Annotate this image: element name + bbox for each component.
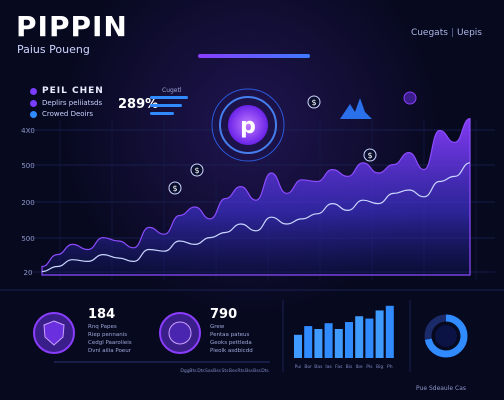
- kpi-tag: Cugetl: [162, 87, 182, 94]
- panel-line: Pentaa pateus: [210, 332, 250, 338]
- page-subtitle: Paius Poueng: [17, 43, 90, 56]
- bar: [365, 318, 374, 358]
- y-tick-label: 4X0: [21, 127, 35, 135]
- pippin-logo-icon: [228, 105, 268, 145]
- center-badge[interactable]: p: [211, 88, 285, 162]
- axis-tick-label: Bss: [213, 368, 221, 374]
- axis-tick-label: Sts: [222, 368, 230, 374]
- badge-ring: [219, 96, 277, 154]
- legend-heading: PEIL CHEN: [42, 86, 104, 96]
- axis-tick-label: Bes: [229, 368, 238, 374]
- y-tick-label: 500: [21, 162, 34, 170]
- kpi-bars: [150, 88, 188, 120]
- bar: [324, 323, 333, 358]
- coin-icon: [159, 312, 201, 354]
- bar-tick-label: Ibe: [356, 364, 363, 370]
- axis-tick-label: Rts: [237, 368, 245, 374]
- bar: [355, 316, 364, 358]
- y-tick-label: 200: [21, 199, 34, 207]
- axis-tick-label: Dgg: [180, 368, 189, 374]
- coin-icon[interactable]: [403, 91, 417, 105]
- bar: [385, 305, 394, 358]
- legend-dot-icon: [30, 87, 37, 95]
- bar-chart: [294, 305, 394, 358]
- y-axis-ticks: 4X0 500 200 500 20: [21, 127, 35, 277]
- bar: [304, 326, 313, 358]
- kpi-bar: [150, 96, 188, 99]
- kpi-bar: [150, 104, 182, 107]
- bar-tick-label: Fas: [335, 364, 343, 370]
- header-accent-bar: [198, 54, 310, 58]
- shield-icon: [33, 312, 75, 354]
- panel-2-value: 790: [210, 307, 238, 322]
- donut-chart-icon: [424, 314, 468, 358]
- panel-line: Pieolk asdbicdd: [210, 348, 253, 354]
- legend-dot-icon: [30, 99, 37, 107]
- axis-tick-label: Bss: [253, 368, 261, 374]
- coin-icon[interactable]: [363, 148, 377, 162]
- bar-chart-ticks: Pui Bor Bas Ias Fas Bis Ibe Pis Big Ph: [295, 364, 393, 370]
- panel-line: Rnq Papes: [88, 324, 117, 330]
- header-link-1[interactable]: Cuegats: [410, 28, 448, 38]
- marker-label: $: [172, 184, 177, 193]
- chart-markers: $ $ $ $: [168, 91, 417, 195]
- donut-center: [435, 325, 457, 347]
- coin-icon[interactable]: [190, 163, 204, 177]
- axis-tick-label: Bts: [189, 368, 197, 374]
- bar: [294, 334, 302, 358]
- bar-tick-label: Pui: [295, 364, 302, 370]
- bar-tick-label: Bas: [314, 364, 323, 370]
- legend-dot-icon: [30, 110, 37, 118]
- panel-axis-ticks: Dgg Bts Dts Sas Bss Sts Bes Rts Bss Bss Dts: [180, 368, 269, 374]
- marker-label: $: [367, 151, 372, 160]
- donut-fill: [424, 314, 468, 358]
- bar: [375, 310, 384, 358]
- footer-text: Pue Sdeaule Cas: [416, 385, 466, 392]
- panel-1-lines: Rnq Papes Riep pennanis Cedgl Paarolieis…: [88, 323, 132, 355]
- bar-tick-label: Ias: [325, 364, 332, 370]
- axis-tick-label: Dts: [197, 368, 205, 374]
- panel-line: Geoks pettleda: [210, 340, 252, 346]
- panel-line: Riep pennanis: [88, 332, 128, 338]
- bar: [334, 329, 343, 358]
- marker-label: $: [311, 98, 316, 107]
- axis-tick-label: Bss: [245, 368, 253, 374]
- bar-tick-label: Big: [376, 364, 383, 370]
- bar: [314, 329, 323, 358]
- panel-line: Cedgl Paarolieis: [88, 340, 132, 346]
- header-link-2[interactable]: Uepis: [456, 28, 482, 38]
- panel-line: Grew: [210, 324, 225, 330]
- badge-letter: p: [240, 114, 256, 139]
- marker-label: $: [194, 166, 199, 175]
- panel-line: Dvnl ailia Poeur: [88, 348, 131, 354]
- y-tick-label: 20: [24, 269, 33, 277]
- chart-legend: PEIL CHEN Deplirs peliiatsds Crowed Deoi…: [30, 86, 104, 121]
- axis-tick-label: Dts: [261, 368, 269, 374]
- panel-1-value: 184: [88, 307, 116, 322]
- legend-item-1: Deplirs peliiatsds: [42, 99, 103, 107]
- badge-ring-outer: [211, 88, 285, 162]
- page-title: PIPPIN: [16, 10, 128, 43]
- kpi-value: 289%: [118, 97, 159, 112]
- mountain-icon: [340, 98, 372, 119]
- bar-tick-label: Bis: [346, 364, 353, 370]
- header-links: Cuegats | Uepis: [410, 28, 482, 38]
- y-tick-label: 500: [21, 235, 34, 243]
- bar-tick-label: Bor: [304, 364, 312, 370]
- bar-tick-label: Ph: [387, 364, 393, 370]
- axis-tick-label: Sas: [205, 368, 214, 374]
- panel-2-lines: Grew Pentaa pateus Geoks pettleda Pieolk…: [210, 323, 253, 355]
- series-area-primary: [41, 117, 471, 276]
- kpi-bar: [150, 112, 174, 115]
- coin-icon[interactable]: [168, 181, 182, 195]
- series-line-secondary: [41, 162, 471, 273]
- coin-icon[interactable]: [307, 95, 321, 109]
- bar: [345, 322, 353, 358]
- legend-item-2: Crowed Deoirs: [42, 110, 94, 118]
- bar-tick-label: Pis: [366, 364, 373, 370]
